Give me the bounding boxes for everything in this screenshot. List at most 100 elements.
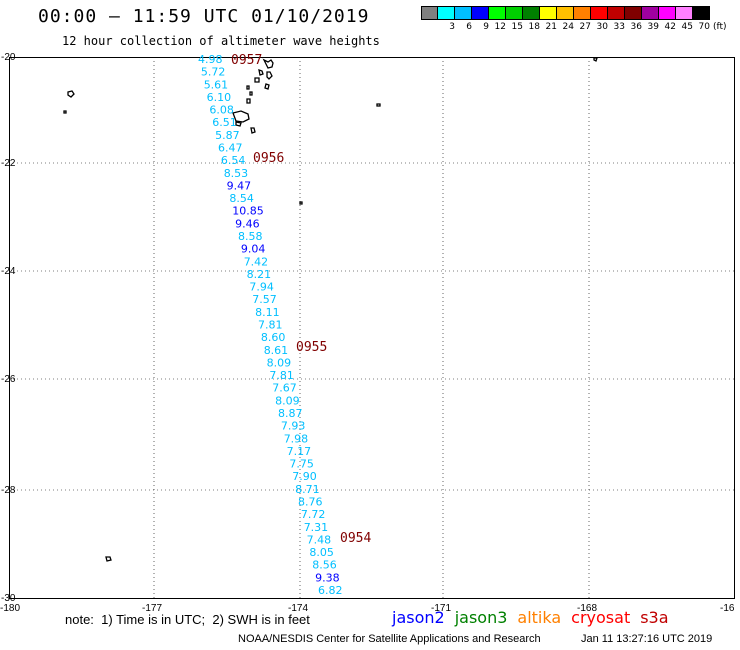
lon-label: -171 [431, 603, 451, 614]
scale-unit: (ft) [713, 22, 727, 32]
wave-height-label: 7.81 [258, 319, 283, 332]
scale-label: 6 [466, 22, 472, 32]
wave-height-label: 9.38 [315, 571, 340, 584]
wave-height-label: 5.72 [201, 66, 226, 79]
wave-height-label: 7.93 [281, 420, 306, 433]
satellite-jason2: jason2 [392, 608, 445, 627]
lon-axis-labels: -180 -177 -174 -171 -168 -16 [0, 603, 735, 614]
lat-label: -20 [1, 52, 16, 63]
wave-height-label: 8.56 [312, 559, 337, 572]
wave-height-label: 5.61 [204, 78, 229, 91]
wave-height-label: 6.51 [212, 116, 237, 129]
wave-height-label: 10.85 [232, 205, 263, 218]
scale-swatch [523, 6, 540, 20]
wave-height-label: 9.46 [235, 217, 260, 230]
scale-swatch [574, 6, 591, 20]
scale-label: 18 [528, 22, 540, 32]
wave-height-label: 7.94 [249, 281, 274, 294]
scale-label: 39 [647, 22, 659, 32]
lon-label: -16 [720, 603, 735, 614]
pass-time-label: 0957 [231, 53, 262, 68]
wave-height-label: 8.54 [229, 192, 254, 205]
scale-label: 9 [483, 22, 489, 32]
lon-label: -177 [142, 603, 162, 614]
lon-label: -180 [0, 603, 20, 614]
wave-height-label: 7.98 [284, 432, 309, 445]
scale-label: 21 [545, 22, 557, 32]
wave-height-label: 8.76 [298, 496, 323, 509]
lat-label: -24 [1, 266, 16, 277]
scale-label: 70 [698, 22, 710, 32]
scale-swatch [642, 6, 659, 20]
scale-swatch [693, 6, 710, 20]
wave-height-label: 7.81 [269, 369, 294, 382]
scale-swatch [489, 6, 506, 20]
wave-height-label: 8.61 [264, 344, 289, 357]
lat-label: -28 [1, 485, 16, 496]
satellite-jason3: jason3 [454, 608, 508, 627]
wave-height-label: 7.31 [304, 521, 329, 534]
units-note: note: 1) Time is in UTC; 2) SWH is in fe… [65, 612, 310, 627]
wave-height-label: 6.10 [207, 91, 232, 104]
wave-height-label: 6.47 [218, 142, 243, 155]
scale-swatch [540, 6, 557, 20]
wave-height-label: 6.82 [318, 584, 343, 597]
color-scale-labels: 3 6 9 12 15 18 21 24 27 30 33 36 39 42 45 70 (ft) [421, 22, 737, 32]
satellite-s3a: s3a [640, 608, 669, 627]
scale-label: 12 [494, 22, 506, 32]
wave-height-label: 8.11 [255, 306, 280, 319]
scale-swatch [421, 6, 438, 20]
page-subtitle: 12 hour collection of altimeter wave hei… [62, 34, 380, 48]
scale-swatch [591, 6, 608, 20]
footer-timestamp: Jan 11 13:27:16 UTC 2019 [581, 633, 713, 645]
scale-label: 33 [613, 22, 625, 32]
time-labels: 0957 0956 0955 0954 [231, 53, 371, 546]
scale-swatch [438, 6, 455, 20]
scale-swatch [608, 6, 625, 20]
scale-label: 27 [579, 22, 591, 32]
footer-credit: NOAA/NESDIS Center for Satellite Applica… [238, 633, 541, 645]
wave-height-label: 7.57 [252, 293, 276, 306]
track-labels: 4.985.725.616.106.086.515.876.476.548.53… [198, 53, 343, 597]
satellite-cryosat: cryosat [571, 608, 631, 627]
lon-label: -168 [577, 603, 597, 614]
scale-swatch [472, 6, 489, 20]
scale-label: 24 [562, 22, 574, 32]
scale-label: 36 [630, 22, 642, 32]
scale-label: 3 [449, 22, 455, 32]
scale-label: 15 [511, 22, 523, 32]
wave-height-label: 8.60 [261, 331, 286, 344]
scale-label: 30 [596, 22, 608, 32]
wave-height-label: 8.09 [275, 394, 300, 407]
islands [63, 57, 598, 562]
satellite-altika: altika [517, 608, 562, 627]
pass-time-label: 0955 [296, 340, 327, 355]
scale-swatch [676, 6, 693, 20]
wave-height-label: 8.05 [309, 546, 334, 559]
lat-axis-labels: -20 -22 -24 -26 -28 -30 [1, 52, 16, 604]
scale-swatch [557, 6, 574, 20]
wave-height-label: 7.48 [307, 533, 332, 546]
lon-label: -174 [288, 603, 308, 614]
page-title: 00:00 — 11:59 UTC 01/10/2019 [38, 6, 370, 27]
wave-height-label: 8.09 [267, 356, 292, 369]
wave-height-label: 6.08 [209, 104, 234, 117]
scale-swatch [506, 6, 523, 20]
color-scale [421, 6, 710, 20]
wave-height-label: 5.87 [215, 129, 240, 142]
grid-lines [9, 57, 735, 599]
lat-label: -30 [1, 593, 16, 604]
scale-swatch [625, 6, 642, 20]
map-frame [9, 57, 735, 599]
wave-height-label: 8.87 [278, 407, 303, 420]
pass-time-label: 0954 [340, 531, 371, 546]
scale-swatch [659, 6, 676, 20]
wave-height-label: 8.53 [224, 167, 249, 180]
scale-swatch [455, 6, 472, 20]
wave-height-label: 7.75 [289, 458, 314, 471]
lat-label: -22 [1, 158, 16, 169]
scale-label: 45 [681, 22, 693, 32]
wave-height-label: 8.21 [247, 268, 272, 281]
wave-height-label: 4.98 [198, 53, 223, 66]
satellite-legend: jason2 jason3 altika cryosat s3a [392, 608, 669, 627]
